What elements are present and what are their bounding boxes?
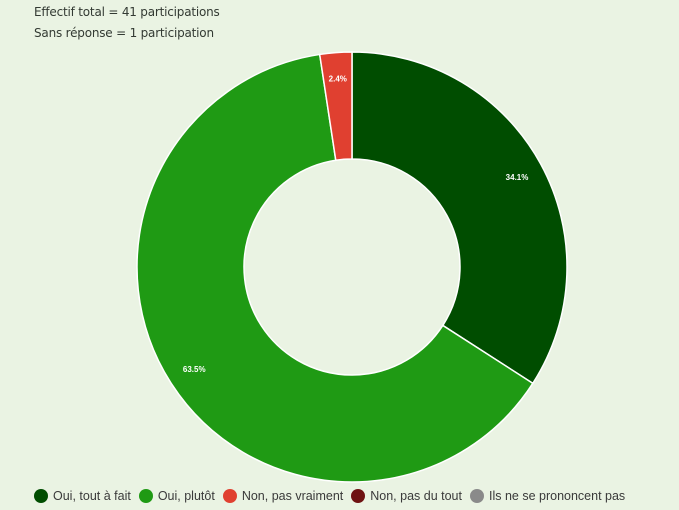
legend-label-1: Oui, plutôt: [157, 489, 215, 503]
legend-swatch-3: [351, 489, 366, 503]
slice-1[interactable]: [136, 53, 534, 483]
legend-swatch-1: [138, 489, 153, 503]
legend-label-4: Ils ne se prononcent pas: [488, 489, 626, 503]
total-participations: Effectif total = 41 participations: [34, 5, 220, 19]
legend-item-2[interactable]: Non, pas vraiment: [222, 489, 344, 503]
legend-label-2: Non, pas vraiment: [241, 489, 344, 503]
legend-item-1[interactable]: Oui, plutôt: [138, 489, 215, 503]
slice-2[interactable]: [318, 51, 353, 162]
legend-label-0: Oui, tout à fait: [53, 489, 131, 503]
legend-swatch-4: [469, 489, 484, 503]
slice-0[interactable]: [351, 51, 568, 385]
slice-label-1: 63.5%: [183, 365, 206, 374]
legend-item-3[interactable]: Non, pas du tout: [351, 489, 462, 503]
legend-swatch-0: [34, 489, 48, 503]
slice-label-0: 34.1%: [506, 173, 529, 182]
legend-item-0[interactable]: Oui, tout à fait: [34, 489, 131, 503]
chart-header: Effectif total = 41 participations Sans …: [34, 5, 220, 47]
legend-label-3: Non, pas du tout: [370, 489, 462, 503]
no-answer-count: Sans réponse = 1 participation: [34, 26, 214, 40]
slice-label-2: 2.4%: [329, 75, 347, 84]
donut-chart: 34.1% 63.5% 2.4%: [136, 51, 568, 483]
legend-swatch-2: [222, 489, 237, 503]
chart-legend: Oui, tout à fait Oui, plutôt Non, pas vrai…: [34, 489, 633, 503]
legend-item-4[interactable]: Ils ne se prononcent pas: [469, 489, 626, 503]
